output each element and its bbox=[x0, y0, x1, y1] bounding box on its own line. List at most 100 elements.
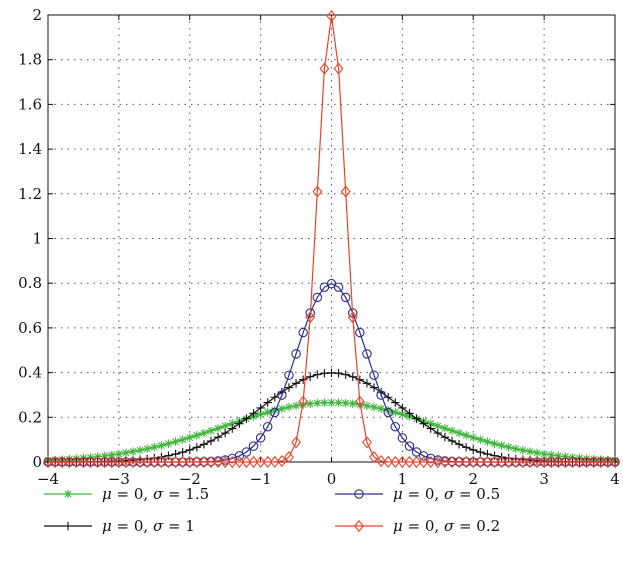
data-point bbox=[248, 441, 259, 451]
data-point bbox=[440, 424, 450, 433]
data-point bbox=[234, 451, 245, 461]
data-point bbox=[397, 455, 408, 469]
data-point bbox=[348, 372, 357, 381]
data-point bbox=[426, 419, 435, 428]
data-point bbox=[156, 455, 167, 469]
data-point bbox=[227, 453, 238, 464]
data-point bbox=[383, 455, 394, 468]
data-point bbox=[518, 446, 528, 455]
data-point bbox=[164, 439, 173, 448]
legend-marker bbox=[63, 489, 73, 499]
data-point bbox=[554, 451, 563, 461]
legend-item-s15: μ = 0, σ = 1.5 bbox=[44, 485, 209, 503]
data-point bbox=[340, 185, 351, 198]
data-point bbox=[461, 443, 471, 452]
data-point bbox=[433, 421, 443, 431]
data-point bbox=[532, 455, 542, 469]
data-point bbox=[355, 327, 365, 338]
y-tick-label: 1.2 bbox=[18, 185, 42, 203]
data-point bbox=[411, 455, 422, 469]
data-point bbox=[461, 455, 472, 469]
data-point bbox=[213, 455, 224, 469]
data-point bbox=[510, 455, 521, 469]
data-point bbox=[320, 398, 329, 407]
data-point bbox=[262, 455, 273, 469]
data-point bbox=[248, 455, 259, 469]
data-point bbox=[454, 440, 464, 449]
data-point bbox=[256, 403, 265, 413]
data-point bbox=[256, 410, 265, 419]
data-point bbox=[298, 395, 309, 408]
data-point bbox=[447, 455, 457, 469]
data-point bbox=[376, 404, 386, 413]
y-tick-label: 0.4 bbox=[18, 364, 42, 382]
x-tick-label: −4 bbox=[37, 470, 59, 488]
data-point bbox=[199, 440, 209, 449]
x-tick-label: 3 bbox=[539, 470, 549, 488]
data-point bbox=[490, 439, 499, 448]
data-point bbox=[333, 282, 344, 292]
data-point bbox=[255, 455, 266, 469]
data-point bbox=[213, 433, 223, 442]
x-tick-label: −2 bbox=[179, 470, 201, 488]
data-point bbox=[362, 436, 372, 449]
data-point bbox=[547, 450, 556, 460]
data-point bbox=[517, 455, 528, 469]
data-point bbox=[313, 370, 322, 379]
data-point bbox=[284, 402, 294, 412]
data-point bbox=[143, 444, 152, 453]
data-point bbox=[291, 379, 301, 388]
data-point bbox=[142, 455, 153, 469]
data-point bbox=[391, 398, 400, 407]
legend-label: μ = 0, σ = 1.5 bbox=[102, 485, 209, 503]
data-point bbox=[206, 426, 216, 435]
x-tick-label: 4 bbox=[610, 470, 620, 488]
data-point bbox=[263, 398, 272, 407]
data-point bbox=[157, 441, 166, 450]
data-point bbox=[255, 433, 266, 443]
data-point bbox=[483, 437, 492, 446]
grid bbox=[48, 15, 615, 462]
data-point bbox=[228, 419, 237, 428]
data-point bbox=[57, 455, 68, 469]
data-point bbox=[426, 424, 435, 433]
data-point bbox=[121, 455, 131, 469]
data-point bbox=[242, 414, 251, 423]
data-point bbox=[588, 455, 599, 469]
data-point bbox=[369, 402, 379, 412]
legend-marker bbox=[63, 521, 73, 531]
data-point bbox=[447, 426, 457, 435]
data-point bbox=[341, 370, 350, 379]
legend-item-s05: μ = 0, σ = 0.5 bbox=[335, 485, 500, 503]
data-point bbox=[234, 455, 245, 469]
y-tick-label: 0 bbox=[32, 453, 42, 471]
y-tick-label: 1 bbox=[32, 230, 42, 248]
data-point bbox=[92, 455, 103, 469]
data-point bbox=[454, 455, 464, 469]
data-point bbox=[128, 447, 138, 456]
data-point bbox=[376, 454, 387, 468]
data-point bbox=[376, 390, 386, 400]
data-point bbox=[192, 431, 202, 440]
data-point bbox=[319, 62, 330, 75]
data-point bbox=[298, 375, 308, 384]
data-point bbox=[228, 424, 237, 433]
data-point bbox=[107, 450, 116, 460]
data-point bbox=[496, 455, 507, 469]
data-point bbox=[170, 455, 181, 469]
data-point bbox=[262, 421, 273, 432]
data-point bbox=[439, 455, 450, 469]
data-point bbox=[525, 447, 535, 456]
x-tick-label: 2 bbox=[468, 470, 478, 488]
data-point bbox=[490, 451, 499, 460]
data-point bbox=[99, 455, 110, 469]
data-point bbox=[121, 448, 131, 458]
data-point bbox=[206, 455, 216, 469]
data-point bbox=[384, 393, 393, 402]
data-point bbox=[150, 442, 159, 452]
data-point bbox=[185, 433, 194, 442]
data-point bbox=[412, 414, 421, 423]
series-layer bbox=[43, 10, 620, 469]
x-tick-label: 0 bbox=[327, 470, 337, 488]
data-point bbox=[489, 455, 500, 469]
